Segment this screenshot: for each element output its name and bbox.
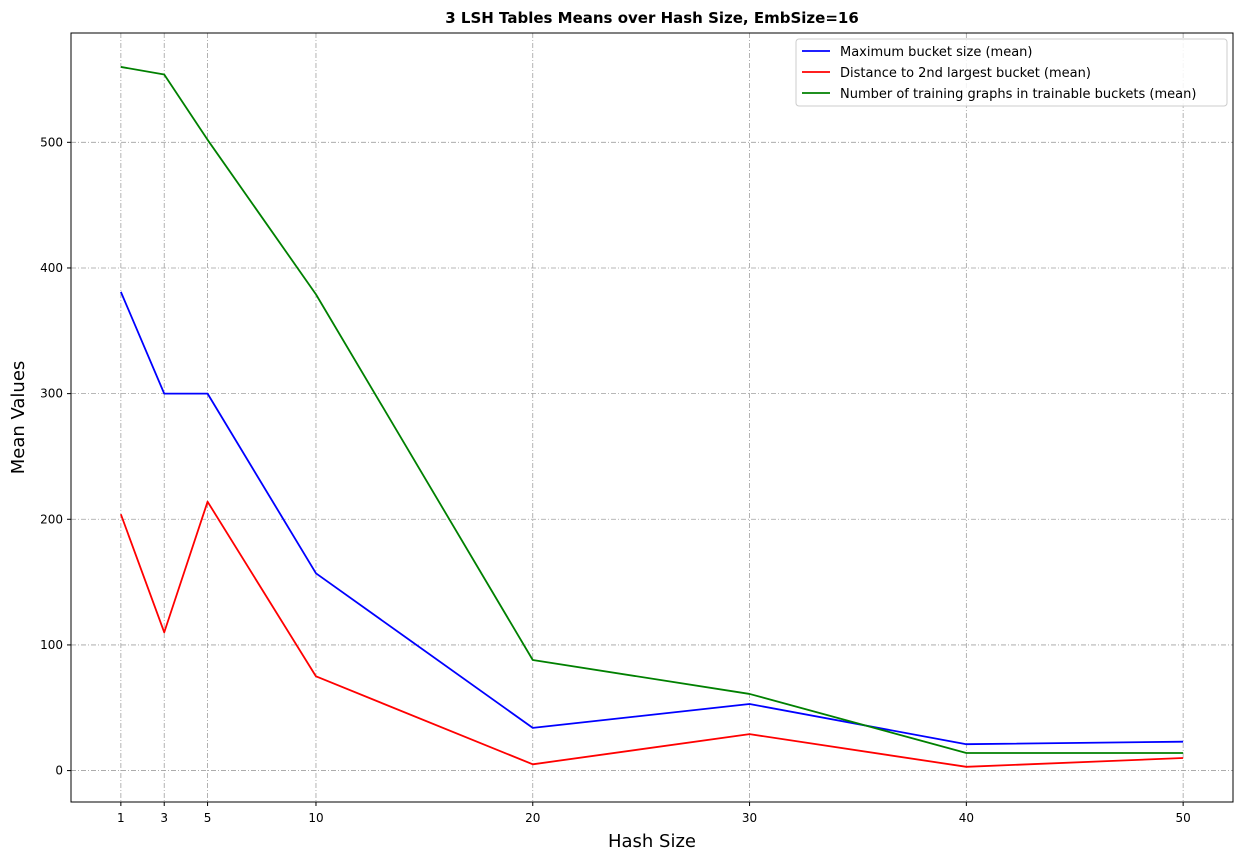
y-tick-label: 400 [40, 261, 63, 275]
x-tick-label: 3 [160, 811, 168, 825]
x-tick-label: 5 [204, 811, 212, 825]
x-tick-label: 30 [742, 811, 757, 825]
y-axis-label: Mean Values [8, 361, 29, 475]
legend-label-2: Distance to 2nd largest bucket (mean) [840, 66, 1091, 81]
x-tick-label: 10 [308, 811, 323, 825]
x-axis-ticks: 1 3 5 10 20 30 40 50 [117, 802, 1191, 825]
legend-label-3: Number of training graphs in trainable b… [840, 87, 1196, 102]
series-line-3 [120, 66, 1184, 754]
series-line-2 [120, 500, 1184, 768]
y-tick-label: 200 [40, 512, 63, 526]
x-tick-label: 40 [959, 811, 974, 825]
y-tick-label: 100 [40, 638, 63, 652]
grid [71, 33, 1233, 802]
x-tick-label: 1 [117, 811, 125, 825]
series-line-1 [120, 291, 1184, 746]
legend-label-1: Maximum bucket size (mean) [840, 45, 1032, 60]
plot-frame [70, 32, 1234, 803]
legend: Maximum bucket size (mean) Distance to 2n… [795, 38, 1228, 107]
x-axis-label: Hash Size [608, 831, 696, 852]
x-tick-label: 20 [525, 811, 540, 825]
y-axis-ticks: 0 100 200 300 400 500 [40, 135, 71, 778]
y-tick-label: 0 [55, 764, 63, 778]
y-tick-label: 300 [40, 387, 63, 401]
x-tick-label: 50 [1175, 811, 1190, 825]
chart-title: 3 LSH Tables Means over Hash Size, EmbSi… [445, 9, 859, 27]
legend-box [795, 38, 1228, 107]
series-lines [120, 66, 1184, 768]
y-tick-label: 500 [40, 135, 63, 149]
